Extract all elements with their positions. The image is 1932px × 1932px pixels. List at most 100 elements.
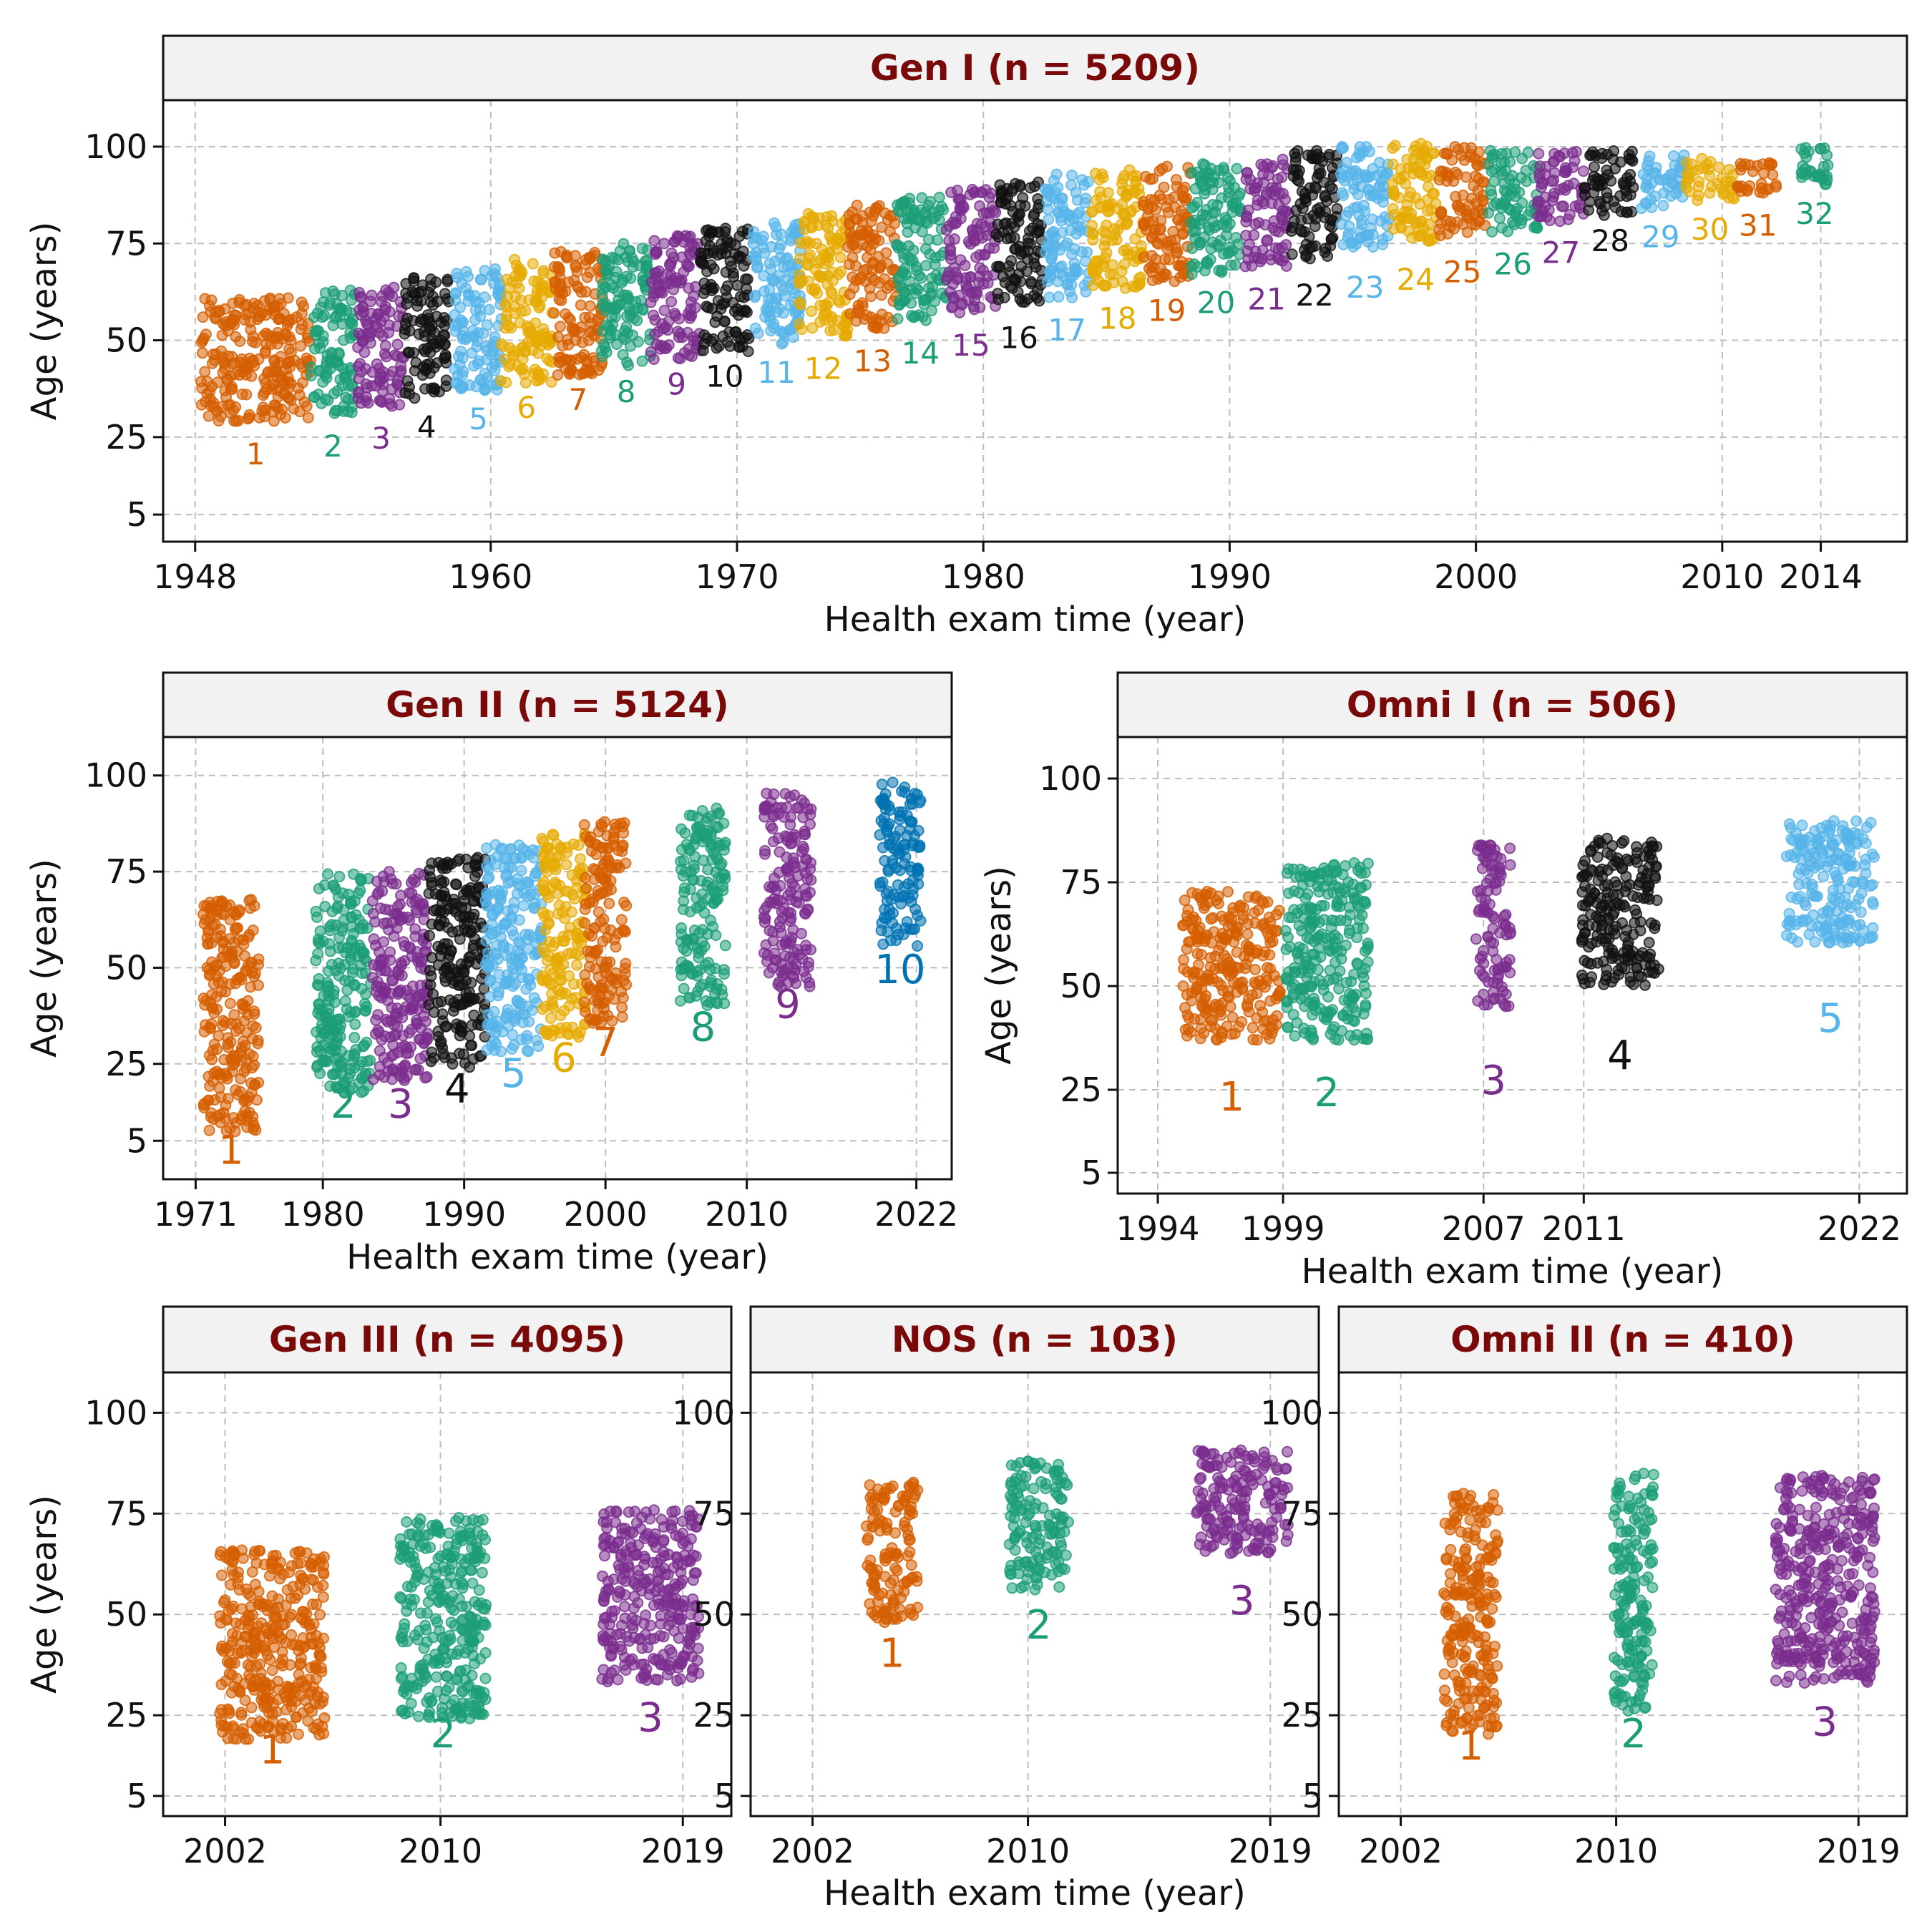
exam-label: 30: [1691, 212, 1729, 247]
data-point: [1485, 165, 1498, 177]
data-point: [748, 225, 760, 238]
data-point: [1128, 187, 1140, 199]
data-point: [945, 245, 957, 257]
data-point: [1230, 232, 1242, 243]
data-point: [588, 922, 600, 935]
data-point: [1508, 177, 1521, 190]
data-point: [388, 1048, 400, 1060]
data-point: [775, 228, 787, 240]
data-point: [756, 235, 768, 246]
data-point: [418, 1038, 430, 1050]
data-point: [1319, 246, 1331, 258]
data-point: [484, 974, 497, 986]
data-point: [555, 1010, 567, 1022]
data-point: [198, 1025, 210, 1038]
data-point: [396, 1065, 408, 1077]
data-point: [536, 832, 548, 844]
exam-label: 4: [417, 409, 436, 444]
data-point: [335, 1020, 346, 1031]
data-point: [210, 313, 222, 325]
data-point: [1033, 295, 1045, 307]
data-point: [404, 941, 416, 953]
data-point: [1713, 161, 1725, 173]
data-point: [1059, 240, 1071, 252]
data-point: [440, 962, 452, 974]
data-point: [665, 247, 678, 259]
data-point: [1701, 158, 1713, 170]
data-point: [466, 1040, 478, 1052]
data-point: [1156, 193, 1168, 205]
data-point: [278, 376, 291, 389]
exam-label: 25: [1443, 254, 1481, 289]
data-point: [462, 288, 474, 301]
data-point: [717, 880, 729, 892]
data-point: [1484, 145, 1496, 157]
data-point: [387, 975, 399, 987]
data-point: [541, 353, 553, 365]
data-point: [1053, 291, 1065, 303]
data-point: [1098, 225, 1110, 238]
data-point: [553, 263, 565, 275]
data-point: [892, 242, 904, 254]
data-point: [1477, 195, 1489, 207]
data-point: [615, 985, 628, 997]
data-point: [230, 415, 243, 427]
data-point: [1297, 203, 1309, 215]
data-point: [283, 392, 296, 404]
data-point: [217, 1020, 229, 1032]
data-point: [599, 816, 610, 828]
data-point: [1234, 187, 1246, 200]
data-point: [336, 303, 348, 315]
data-point: [922, 200, 935, 212]
data-point: [295, 340, 306, 352]
data-point: [1469, 152, 1480, 165]
data-point: [725, 260, 737, 273]
data-point: [1220, 229, 1232, 241]
data-point: [899, 263, 911, 275]
data-point: [1766, 158, 1778, 170]
data-point: [595, 985, 608, 997]
data-point: [460, 902, 472, 914]
y-tick-label: 25: [105, 418, 147, 457]
data-point: [1450, 190, 1462, 203]
data-point: [429, 383, 441, 395]
exam-label: 9: [667, 366, 686, 401]
data-point: [1101, 247, 1113, 259]
data-point: [678, 895, 690, 907]
data-point: [1002, 224, 1014, 236]
data-point: [609, 819, 621, 830]
data-point: [749, 291, 761, 303]
data-point: [1065, 179, 1078, 191]
data-point: [1135, 271, 1147, 283]
data-point: [1116, 177, 1128, 190]
data-point: [406, 980, 419, 992]
data-point: [1501, 147, 1513, 160]
data-point: [600, 960, 613, 972]
data-point: [533, 302, 545, 313]
data-point: [1740, 158, 1751, 170]
data-point: [358, 346, 371, 358]
data-point: [411, 300, 424, 312]
exam-23-points: [1335, 141, 1395, 253]
data-point: [696, 888, 708, 900]
data-point: [796, 953, 809, 965]
data-point: [481, 899, 493, 912]
data-point: [565, 364, 577, 376]
data-point: [741, 329, 753, 341]
data-point: [1577, 165, 1589, 177]
data-point: [752, 260, 764, 273]
data-point: [440, 894, 452, 906]
data-point: [1146, 250, 1158, 262]
data-point: [316, 311, 328, 323]
exam-label: 17: [1048, 313, 1086, 348]
data-point: [605, 983, 618, 995]
data-point: [360, 391, 372, 403]
data-point: [538, 847, 550, 859]
data-point: [1032, 203, 1044, 214]
data-point: [381, 1015, 394, 1028]
exam-5-points: [449, 263, 507, 396]
data-point: [527, 258, 539, 270]
data-point: [374, 1045, 386, 1057]
data-point: [925, 305, 937, 317]
data-point: [615, 914, 628, 926]
